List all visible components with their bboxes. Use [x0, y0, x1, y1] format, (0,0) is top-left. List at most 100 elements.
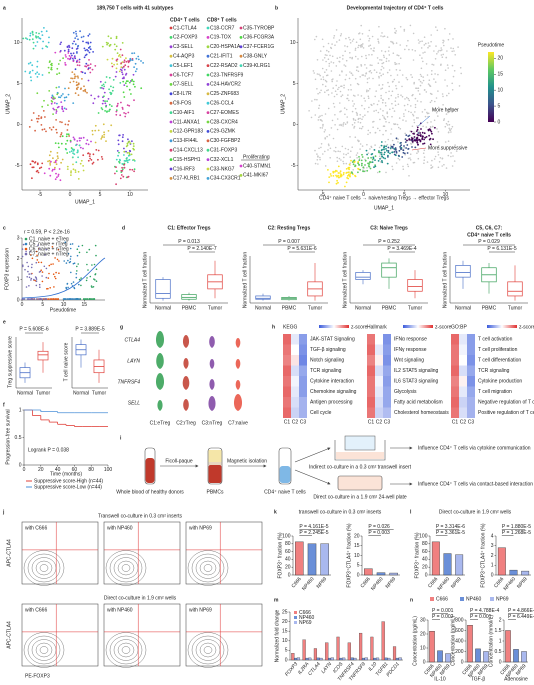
cell-dot: [397, 138, 400, 140]
cell-dot: [325, 69, 328, 71]
heat-cell: [467, 344, 475, 355]
cell-dot: [338, 124, 341, 126]
cell-dot: [342, 162, 345, 165]
chart-title: IL-10: [434, 676, 446, 682]
cell-dot: [87, 50, 89, 52]
trajectory-dot: [367, 162, 369, 165]
cell-dot: [127, 138, 129, 141]
cell-dot: [76, 59, 79, 62]
cell-dot: [56, 176, 58, 179]
legend-swatch: [169, 148, 173, 152]
stat: Logrank P = 0.038: [28, 447, 69, 453]
p-value: P = 1.268E-5: [502, 530, 531, 536]
cell-dot: [332, 87, 335, 89]
cell-dot: [318, 73, 320, 76]
cell-dot: [395, 42, 398, 44]
cell-dot: [22, 265, 24, 268]
cell-dot: [395, 30, 398, 32]
y-tick-label: 1: [17, 277, 20, 283]
heat-cell: [367, 365, 375, 376]
cell-dot: [70, 77, 72, 80]
legend-item: C8-IL7R: [173, 91, 192, 97]
trajectory-dot: [352, 163, 355, 166]
heat-cell: [451, 365, 459, 376]
workflow-icons: [144, 435, 413, 491]
cell-dot: [76, 298, 78, 300]
cell-dot: [123, 65, 125, 68]
heat-cell: [283, 344, 291, 355]
cell-dot: [429, 125, 432, 128]
cell-dot: [392, 42, 395, 45]
cell-dot: [45, 130, 47, 133]
bar: [308, 657, 312, 661]
cell-dot: [29, 163, 32, 166]
cell-dot: [106, 100, 108, 103]
p-value: P = 6.131E-5: [487, 246, 516, 252]
cell-dot: [365, 57, 368, 60]
cell-dot: [50, 263, 52, 266]
cell-dot: [66, 133, 68, 136]
heat-cell: [467, 334, 475, 345]
cell-dot: [333, 150, 335, 152]
cell-dot: [67, 87, 70, 90]
cell-dot: [413, 81, 416, 84]
cell-dot: [66, 165, 69, 168]
cell-dot: [48, 127, 51, 129]
cell-dot: [125, 145, 128, 148]
cell-dot: [38, 283, 41, 286]
cell-dot: [411, 49, 414, 51]
trajectory-dot: [345, 168, 348, 170]
flow-contour: [199, 560, 217, 576]
cell-dot: [43, 298, 46, 300]
cell-dot: [28, 38, 31, 41]
cell-dot: [406, 103, 409, 106]
cell-dot: [103, 95, 105, 98]
cell-dot: [118, 151, 120, 154]
cell-dot: [116, 63, 119, 65]
cell-dot: [94, 129, 97, 132]
cell-dot: [121, 106, 124, 109]
cell-dot: [406, 78, 409, 81]
cell-dot: [31, 160, 34, 163]
p-value: P = 0.002: [432, 614, 454, 620]
cell-dot: [345, 74, 348, 76]
trajectory-dot: [335, 169, 337, 172]
cell-dot: [378, 155, 381, 158]
trajectory-dot: [337, 181, 339, 184]
cell-dot: [369, 88, 371, 90]
cell-dot: [56, 73, 58, 76]
cell-dot: [458, 85, 461, 87]
cell-dot: [378, 100, 380, 102]
cell-dot: [49, 287, 51, 289]
cell-dot: [70, 282, 73, 285]
cell-dot: [336, 57, 339, 59]
cell-dot: [336, 156, 339, 159]
flow-contour: [117, 642, 135, 658]
cell-dot: [391, 102, 393, 105]
cell-dot: [397, 141, 399, 143]
axis-title: FOXP3⁺CTLA4⁺ fraction (%): [346, 523, 352, 588]
cell-dot: [382, 67, 385, 69]
cell-dot: [336, 41, 338, 43]
cell-dot: [95, 280, 98, 283]
cell-dot: [50, 68, 53, 71]
cell-dot: [361, 125, 364, 128]
bar: [376, 657, 380, 661]
trajectory-dot: [416, 126, 419, 129]
cell-dot: [78, 298, 81, 300]
trajectory-dot: [358, 159, 361, 162]
cell-dot: [370, 145, 373, 148]
cell-dot: [49, 162, 51, 165]
cell-dot: [120, 101, 122, 104]
cell-dot: [326, 89, 328, 92]
step-label: Indirect co-culture in a 0.3 cm² transwe…: [309, 464, 412, 470]
cell-dot: [127, 141, 130, 144]
trajectory-dot: [393, 151, 396, 153]
cell-dot: [75, 81, 78, 84]
cell-dot: [87, 269, 89, 271]
heat-cell: [467, 407, 475, 418]
cell-dot: [22, 264, 24, 267]
cell-dot: [381, 32, 383, 34]
cell-dot: [419, 84, 422, 87]
